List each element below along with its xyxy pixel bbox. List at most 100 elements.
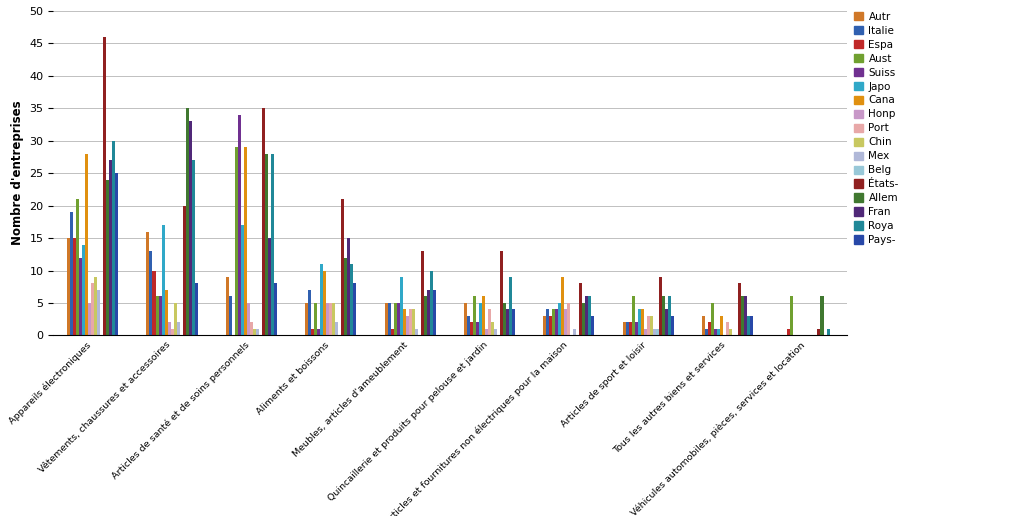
Bar bbox=[546, 310, 548, 335]
Bar bbox=[86, 154, 88, 335]
Bar bbox=[228, 297, 231, 335]
Bar bbox=[234, 147, 237, 335]
Y-axis label: Nombre d'entreprises: Nombre d'entreprises bbox=[10, 101, 23, 246]
Bar bbox=[79, 257, 83, 335]
Bar bbox=[387, 303, 390, 335]
Bar bbox=[250, 322, 253, 335]
Bar bbox=[403, 310, 406, 335]
Bar bbox=[173, 303, 176, 335]
Bar bbox=[83, 245, 86, 335]
Bar bbox=[88, 303, 91, 335]
Bar bbox=[412, 310, 415, 335]
Bar bbox=[713, 329, 716, 335]
Bar bbox=[476, 322, 479, 335]
Bar bbox=[701, 316, 704, 335]
Bar bbox=[415, 329, 418, 335]
Bar bbox=[262, 108, 265, 335]
Bar bbox=[426, 290, 429, 335]
Bar bbox=[591, 316, 594, 335]
Bar bbox=[625, 322, 628, 335]
Bar bbox=[787, 329, 790, 335]
Bar bbox=[94, 277, 97, 335]
Bar bbox=[67, 238, 70, 335]
Bar bbox=[649, 316, 652, 335]
Bar bbox=[167, 322, 170, 335]
Bar bbox=[482, 297, 484, 335]
Bar bbox=[341, 199, 344, 335]
Bar bbox=[344, 257, 347, 335]
Bar bbox=[317, 329, 320, 335]
Bar bbox=[158, 297, 161, 335]
Bar bbox=[664, 310, 667, 335]
Bar bbox=[557, 303, 560, 335]
Bar bbox=[406, 316, 409, 335]
Bar bbox=[652, 329, 655, 335]
Bar bbox=[240, 225, 244, 335]
Bar bbox=[244, 147, 247, 335]
Bar bbox=[819, 297, 822, 335]
Bar bbox=[628, 322, 631, 335]
Bar bbox=[91, 283, 94, 335]
Bar bbox=[479, 303, 482, 335]
Bar bbox=[106, 180, 109, 335]
Bar bbox=[189, 121, 192, 335]
Legend: Autr, Italie, Espa, Aust, Suiss, Japo, Cana, Honp, Port, Chin, Mex, Belg, États-: Autr, Italie, Espa, Aust, Suiss, Japo, C… bbox=[851, 10, 900, 247]
Bar bbox=[484, 329, 487, 335]
Bar bbox=[176, 322, 179, 335]
Bar bbox=[747, 316, 749, 335]
Bar bbox=[543, 316, 546, 335]
Bar bbox=[237, 115, 240, 335]
Bar bbox=[73, 238, 76, 335]
Bar bbox=[749, 316, 752, 335]
Bar bbox=[390, 329, 393, 335]
Bar bbox=[97, 290, 100, 335]
Bar bbox=[637, 310, 640, 335]
Bar bbox=[103, 37, 106, 335]
Bar bbox=[643, 329, 646, 335]
Bar bbox=[744, 297, 747, 335]
Bar bbox=[726, 322, 729, 335]
Bar bbox=[719, 316, 722, 335]
Bar bbox=[564, 310, 567, 335]
Bar bbox=[554, 310, 557, 335]
Bar bbox=[729, 329, 732, 335]
Bar bbox=[185, 108, 189, 335]
Bar bbox=[393, 303, 396, 335]
Bar bbox=[499, 251, 502, 335]
Bar bbox=[567, 303, 570, 335]
Bar bbox=[335, 322, 338, 335]
Bar bbox=[508, 277, 512, 335]
Bar bbox=[225, 277, 228, 335]
Bar bbox=[351, 264, 353, 335]
Bar bbox=[256, 329, 259, 335]
Bar bbox=[658, 277, 661, 335]
Bar bbox=[716, 329, 719, 335]
Bar bbox=[573, 329, 576, 335]
Bar bbox=[493, 329, 496, 335]
Bar bbox=[704, 329, 707, 335]
Bar bbox=[399, 277, 403, 335]
Bar bbox=[247, 303, 250, 335]
Bar bbox=[308, 290, 311, 335]
Bar bbox=[432, 290, 435, 335]
Bar bbox=[634, 322, 637, 335]
Bar bbox=[490, 322, 493, 335]
Bar bbox=[464, 303, 467, 335]
Bar bbox=[311, 329, 314, 335]
Bar bbox=[816, 329, 819, 335]
Bar bbox=[109, 160, 112, 335]
Bar bbox=[70, 212, 73, 335]
Bar bbox=[467, 316, 470, 335]
Bar bbox=[153, 270, 155, 335]
Bar bbox=[661, 297, 664, 335]
Bar bbox=[76, 199, 79, 335]
Bar bbox=[274, 283, 277, 335]
Bar bbox=[253, 329, 256, 335]
Bar bbox=[512, 310, 515, 335]
Bar bbox=[423, 297, 426, 335]
Bar bbox=[420, 251, 423, 335]
Bar bbox=[268, 238, 271, 335]
Bar bbox=[170, 329, 173, 335]
Bar bbox=[409, 310, 412, 335]
Bar bbox=[667, 297, 671, 335]
